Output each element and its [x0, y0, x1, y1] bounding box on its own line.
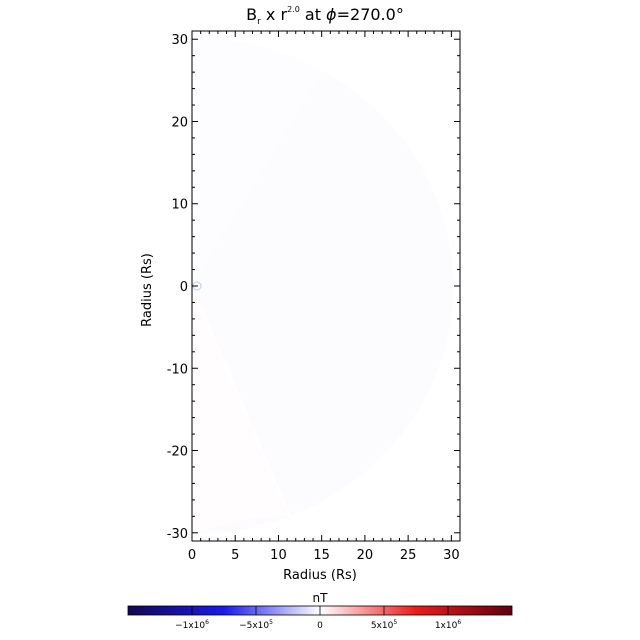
y-axis-label: Radius (Rs)	[140, 253, 155, 327]
x-tick-label: 25	[400, 548, 417, 563]
y-tick-label: 10	[171, 198, 188, 213]
x-tick-label: 30	[443, 548, 460, 563]
colorbar-tick-label: 1x106	[435, 619, 462, 631]
y-tick-label: -20	[167, 445, 188, 460]
colorbar-tick-label: 5x105	[371, 619, 398, 631]
x-tick-label: 15	[313, 548, 330, 563]
field-region-upper-wedge	[192, 37, 323, 287]
y-tick-label: 0	[180, 280, 188, 295]
field-map	[192, 37, 454, 535]
x-axis: 0 5 10 15 20 25 30	[188, 31, 460, 563]
colorbar-ticks: −1x106 −5x105 0 5x105 1x106	[175, 606, 461, 631]
colorbar-tick-label: −1x106	[175, 619, 209, 631]
y-axis: -30 -20 -10 0 10 20 30	[167, 33, 460, 542]
x-tick-label: 20	[357, 548, 374, 563]
chart-title: Br x r2.0 at ϕ=270.0°	[246, 5, 404, 27]
colorbar-tick-label: −5x105	[239, 619, 273, 631]
current-sheet	[192, 291, 292, 517]
x-tick-label: 5	[231, 548, 239, 563]
y-tick-label: -10	[167, 362, 188, 377]
y-tick-label: 20	[171, 115, 188, 130]
x-tick-label: 10	[270, 548, 287, 563]
y-tick-label: 30	[171, 33, 188, 48]
x-axis-label: Radius (Rs)	[283, 568, 357, 583]
y-tick-label: -30	[167, 527, 188, 542]
x-tick-label: 0	[188, 548, 196, 563]
colorbar-label: nT	[313, 591, 329, 605]
colorbar-tick-label: 0	[317, 621, 323, 631]
